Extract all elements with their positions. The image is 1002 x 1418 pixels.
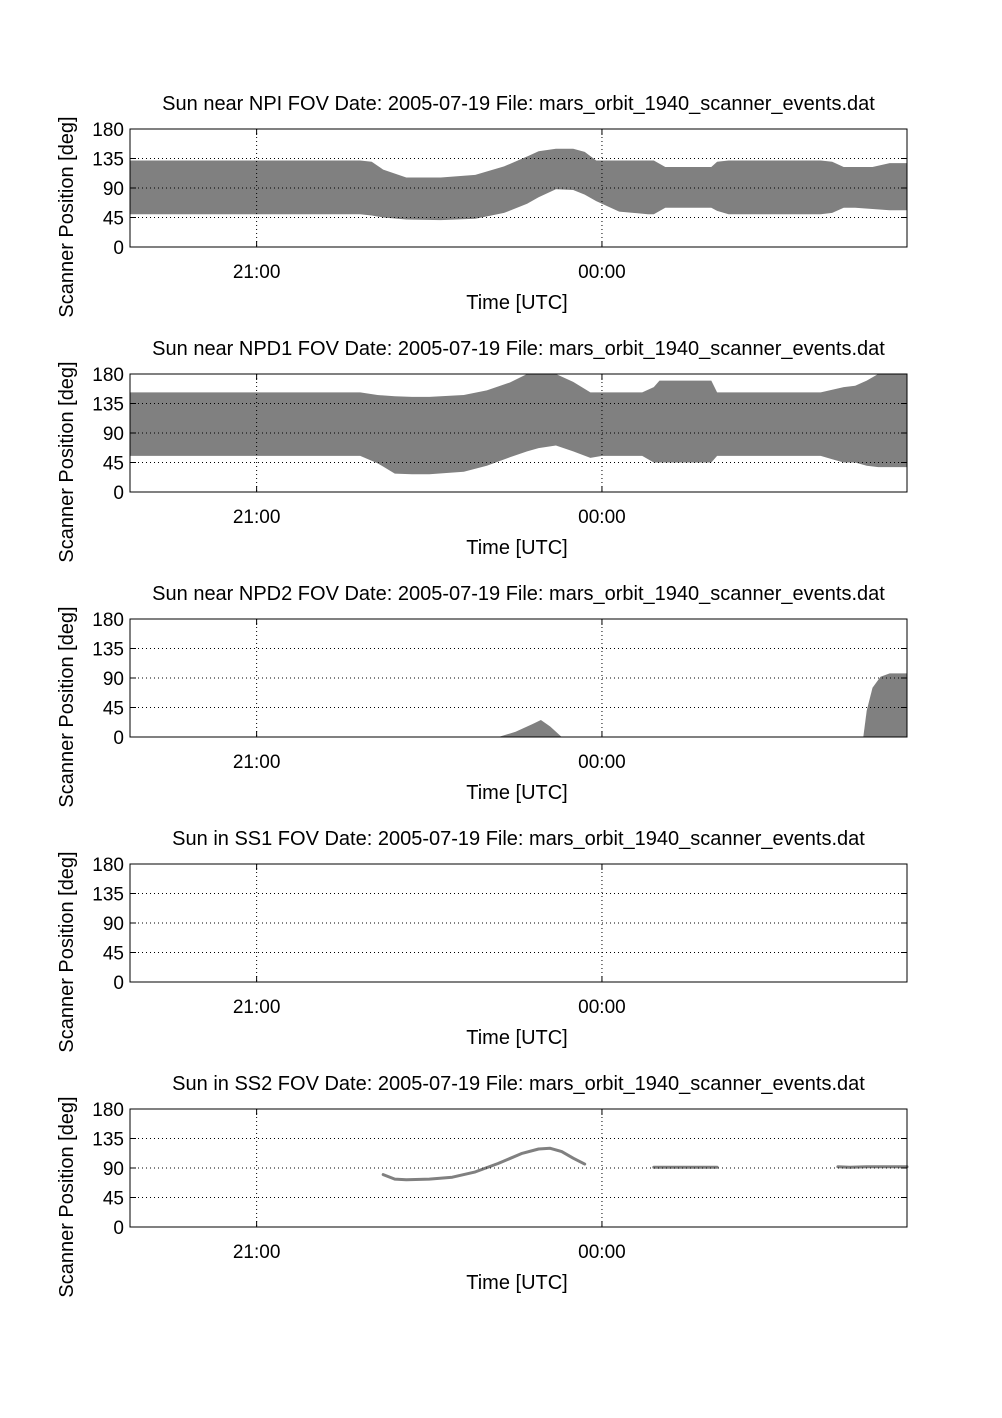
- panels: Sun near NPI FOV Date: 2005-07-19 File: …: [56, 93, 909, 1298]
- y-tick-label: 45: [103, 454, 124, 475]
- y-tick-label: 135: [92, 885, 124, 906]
- panel-5: Sun in SS2 FOV Date: 2005-07-19 File: ma…: [56, 1073, 909, 1298]
- sun-track-3: [836, 1165, 909, 1169]
- sun-track-1: [381, 1146, 587, 1182]
- y-tick-label: 0: [113, 483, 124, 504]
- x-tick-label: 21:00: [233, 507, 281, 528]
- y-axis-label: Scanner Position [deg]: [56, 1096, 78, 1297]
- x-tick-label: 21:00: [233, 752, 281, 773]
- y-tick-label: 0: [113, 728, 124, 749]
- panel-title: Sun near NPD1 FOV Date: 2005-07-19 File:…: [152, 338, 885, 360]
- y-axis-label: Scanner Position [deg]: [56, 606, 78, 807]
- panel-4: Sun in SS1 FOV Date: 2005-07-19 File: ma…: [56, 828, 908, 1053]
- y-axis-label: Scanner Position [deg]: [56, 361, 78, 562]
- y-tick-label: 0: [113, 1218, 124, 1239]
- y-tick-label: 45: [103, 944, 124, 965]
- x-axis-label: Time [UTC]: [466, 1272, 567, 1294]
- scanner-band-1: [130, 374, 907, 475]
- x-tick-label: 00:00: [578, 1242, 626, 1263]
- x-axis-label: Time [UTC]: [466, 1027, 567, 1049]
- x-axis-label: Time [UTC]: [466, 292, 567, 314]
- y-tick-label: 180: [92, 1100, 124, 1121]
- y-tick-label: 0: [113, 973, 124, 994]
- y-axis-label: Scanner Position [deg]: [56, 116, 78, 317]
- x-axis-label: Time [UTC]: [466, 537, 567, 559]
- y-tick-label: 90: [103, 1159, 124, 1180]
- y-tick-label: 90: [103, 914, 124, 935]
- y-tick-label: 180: [92, 610, 124, 631]
- panel-title: Sun in SS1 FOV Date: 2005-07-19 File: ma…: [172, 828, 865, 850]
- panel-title: Sun near NPI FOV Date: 2005-07-19 File: …: [162, 93, 875, 115]
- y-tick-label: 135: [92, 395, 124, 416]
- y-tick-label: 90: [103, 179, 124, 200]
- panel-1: Sun near NPI FOV Date: 2005-07-19 File: …: [56, 93, 908, 318]
- panel-title: Sun in SS2 FOV Date: 2005-07-19 File: ma…: [172, 1073, 865, 1095]
- x-tick-label: 00:00: [578, 262, 626, 283]
- y-axis-label: Scanner Position [deg]: [56, 851, 78, 1052]
- y-tick-label: 180: [92, 120, 124, 141]
- x-tick-label: 21:00: [233, 262, 281, 283]
- y-tick-label: 45: [103, 1189, 124, 1210]
- y-tick-label: 90: [103, 669, 124, 690]
- scanner-band-1: [130, 148, 907, 221]
- x-axis-label: Time [UTC]: [466, 782, 567, 804]
- x-tick-label: 00:00: [578, 752, 626, 773]
- x-tick-label: 00:00: [578, 507, 626, 528]
- panel-title: Sun near NPD2 FOV Date: 2005-07-19 File:…: [152, 583, 885, 605]
- y-tick-label: 45: [103, 699, 124, 720]
- y-tick-label: 135: [92, 1130, 124, 1151]
- x-tick-label: 21:00: [233, 1242, 281, 1263]
- y-tick-label: 135: [92, 640, 124, 661]
- scanner-band-1: [498, 720, 562, 737]
- panel-3: Sun near NPD2 FOV Date: 2005-07-19 File:…: [56, 583, 908, 808]
- y-tick-label: 135: [92, 150, 124, 171]
- y-tick-label: 180: [92, 855, 124, 876]
- x-tick-label: 00:00: [578, 997, 626, 1018]
- y-tick-label: 45: [103, 209, 124, 230]
- x-tick-label: 21:00: [233, 997, 281, 1018]
- scanner-band-2: [863, 673, 907, 737]
- y-tick-label: 90: [103, 424, 124, 445]
- panel-2: Sun near NPD1 FOV Date: 2005-07-19 File:…: [56, 338, 908, 563]
- y-tick-label: 0: [113, 238, 124, 259]
- y-tick-label: 180: [92, 365, 124, 386]
